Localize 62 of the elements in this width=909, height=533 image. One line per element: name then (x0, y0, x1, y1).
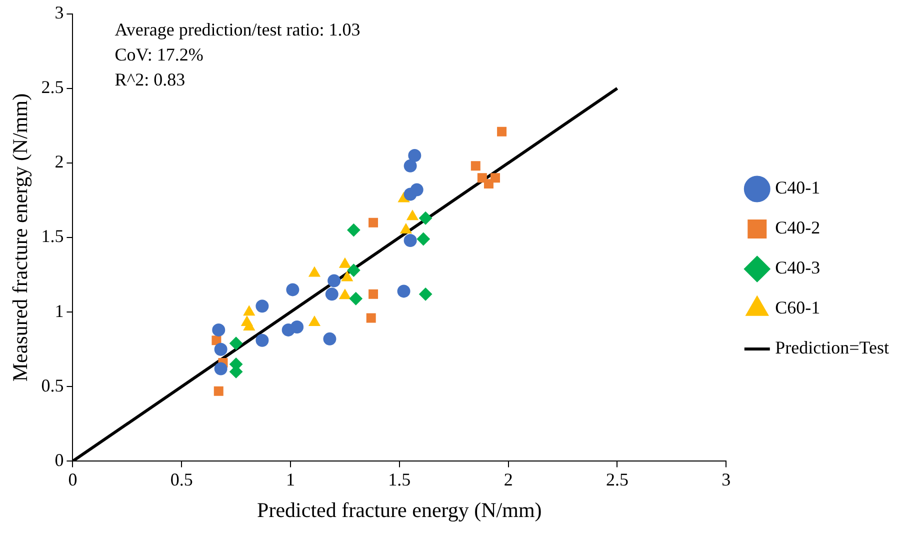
y-tick-label: 2.5 (41, 77, 64, 98)
point (397, 284, 410, 298)
point (490, 173, 500, 183)
point (214, 342, 228, 356)
legend-label: C40-2 (775, 218, 820, 238)
point (328, 274, 341, 288)
point (406, 210, 418, 220)
point (408, 148, 422, 162)
point (368, 218, 378, 228)
x-tick-label: 1.5 (388, 470, 411, 490)
x-tick-label: 1 (286, 470, 296, 490)
point (347, 224, 360, 237)
legend-label: C40-1 (775, 178, 820, 198)
point (256, 300, 269, 313)
y-tick-label: 1.5 (41, 226, 64, 246)
x-axis-title: Predicted fracture energy (N/mm) (257, 498, 542, 522)
point (366, 313, 376, 323)
point (308, 266, 320, 277)
point (404, 159, 417, 172)
annotation: R^2: 0.83 (114, 70, 186, 90)
annotation: CoV: 17.2% (114, 44, 204, 65)
point (368, 289, 378, 299)
point (339, 289, 351, 300)
legend-label: C40-3 (775, 258, 820, 278)
y-tick-label: 2 (54, 152, 64, 172)
point (341, 271, 353, 282)
point (400, 224, 412, 234)
x-tick-label: 0.5 (170, 470, 193, 490)
legend-label: Prediction=Test (775, 338, 890, 358)
point (470, 161, 480, 171)
point (404, 234, 417, 247)
point (419, 288, 432, 301)
y-tick-label: 0.5 (41, 375, 64, 396)
annotation: Average prediction/test ratio: 1.03 (114, 20, 360, 40)
point (214, 386, 224, 396)
x-tick-label: 2.5 (606, 470, 628, 490)
point (416, 232, 430, 246)
point (323, 332, 336, 346)
y-axis-title: Measured fracture energy (N/mm) (8, 93, 32, 382)
point (308, 316, 320, 326)
point (241, 316, 253, 326)
point (497, 126, 507, 136)
point (325, 288, 338, 301)
x-tick-label: 0 (68, 470, 78, 490)
x-tick-label: 3 (722, 470, 731, 490)
y-tick-label: 1 (54, 300, 64, 321)
point (347, 264, 360, 277)
point (256, 334, 269, 347)
point (230, 336, 243, 350)
y-tick-label: 3 (54, 2, 64, 23)
point (214, 362, 228, 376)
point (243, 306, 255, 316)
point (290, 320, 304, 334)
x-tick-label: 2 (504, 470, 513, 490)
point (410, 183, 424, 196)
point (419, 212, 432, 225)
point (286, 283, 300, 296)
point (339, 258, 351, 268)
point (212, 323, 226, 336)
y-tick-label: 0 (54, 450, 64, 470)
point (349, 292, 362, 306)
legend-label: C60-1 (775, 298, 820, 318)
